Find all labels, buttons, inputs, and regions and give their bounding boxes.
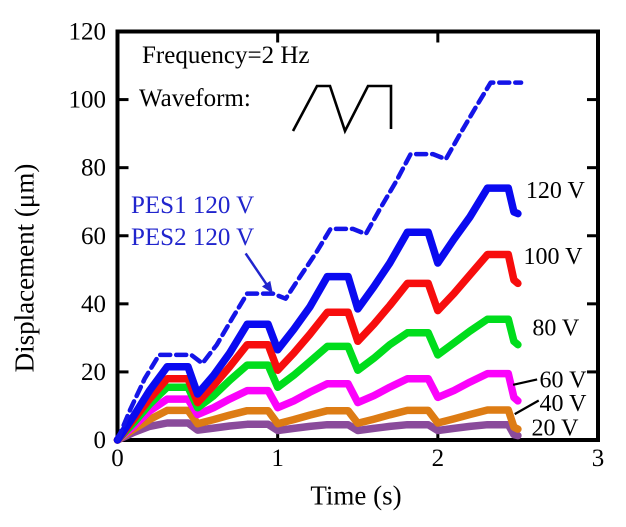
pes-arrow-shaft	[244, 252, 271, 290]
pes-arrow-head	[261, 280, 273, 294]
y-axis-title: Displacement (μm)	[9, 163, 40, 373]
plot-box	[115, 29, 600, 442]
y-tick-label: 0	[94, 427, 107, 454]
series-60-v	[113, 369, 522, 444]
sawtooth-waveform-icon	[291, 84, 393, 135]
leader-line	[512, 378, 538, 386]
series-120-v	[113, 184, 522, 444]
x-tick-label: 1	[271, 445, 284, 472]
series-pes1-pes2-120-v	[115, 80, 524, 443]
leader-line	[514, 399, 540, 416]
x-axis-title: Time (s)	[310, 480, 402, 511]
pes1-label: PES1 120 V	[131, 192, 255, 219]
y-tick-label: 20	[81, 359, 106, 386]
curve-label-100-v: 100 V	[524, 244, 584, 270]
y-tick-label: 120	[69, 19, 107, 46]
curve-label-120-v: 120 V	[526, 178, 586, 204]
curve-label-60-v: 60 V	[540, 367, 588, 393]
x-tick-label: 0	[111, 445, 124, 472]
x-tick-label: 3	[592, 445, 605, 472]
series-20-v	[113, 419, 522, 444]
y-tick-label: 80	[81, 155, 106, 182]
y-tick-label: 100	[69, 87, 107, 114]
x-tick-label: 2	[432, 445, 445, 472]
curve-label-80-v: 80 V	[532, 316, 580, 342]
curve-label-40-v: 40 V	[540, 391, 588, 417]
y-tick-label: 60	[81, 223, 106, 250]
pes2-label: PES2 120 V	[131, 224, 255, 251]
y-tick-label: 40	[81, 291, 106, 318]
series-40-v	[113, 406, 522, 444]
waveform-label: Waveform:	[139, 85, 251, 112]
curve-label-20-v: 20 V	[532, 416, 580, 442]
frequency-annotation: Frequency=2 Hz	[142, 42, 310, 69]
